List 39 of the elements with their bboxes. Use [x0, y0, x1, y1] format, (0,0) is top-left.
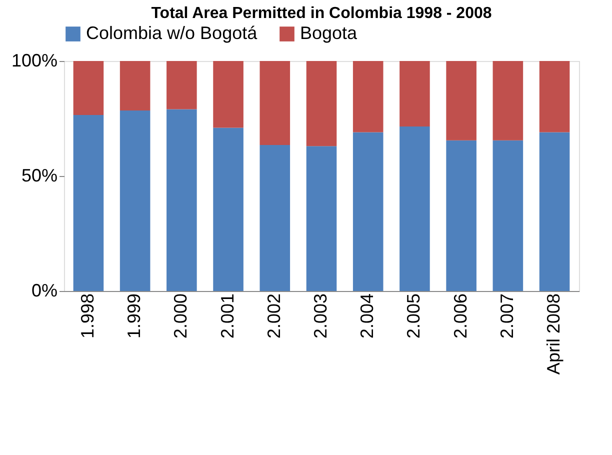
bar	[306, 146, 337, 291]
x-tick-label: 2.001	[217, 294, 238, 339]
bar	[352, 61, 384, 132]
y-tick-label: 100%	[11, 50, 58, 70]
x-tick-label: 1.998	[77, 294, 98, 339]
bar	[73, 115, 104, 291]
bar	[166, 61, 197, 110]
x-tick-label: 2.007	[496, 294, 517, 339]
y-tick-label: 50%	[21, 166, 58, 186]
x-tick-label: 2.002	[264, 294, 284, 339]
bar	[306, 61, 337, 146]
x-tick-label: 2.000	[170, 294, 191, 339]
x-tick-label: 2.003	[310, 294, 330, 339]
x-tick-label: 2.006	[450, 294, 470, 339]
bar	[446, 140, 476, 291]
bar	[400, 126, 430, 291]
bar	[400, 61, 430, 127]
bar	[120, 110, 150, 291]
legend-label: Bogota	[300, 23, 358, 43]
bar	[539, 132, 570, 291]
chart-title: Total Area Permitted in Colombia 1998 - 2008	[151, 5, 492, 22]
y-tick-label: 0%	[31, 280, 58, 300]
bar	[213, 61, 244, 128]
bar	[73, 61, 104, 116]
bar	[492, 61, 524, 140]
x-tick-label: April 2008	[544, 294, 564, 375]
bar	[492, 140, 524, 291]
bar	[120, 61, 150, 110]
bar	[352, 132, 384, 291]
bar	[260, 61, 290, 145]
bar	[539, 61, 570, 132]
bar	[446, 61, 476, 140]
x-tick-label: 2.005	[404, 294, 424, 339]
bar	[260, 144, 290, 291]
x-tick-label: 1.999	[124, 294, 144, 339]
bar	[166, 109, 197, 291]
bar	[213, 128, 244, 291]
x-tick-label: 2.004	[357, 294, 378, 339]
legend-label: Colombia w/o Bogotá	[86, 23, 258, 43]
